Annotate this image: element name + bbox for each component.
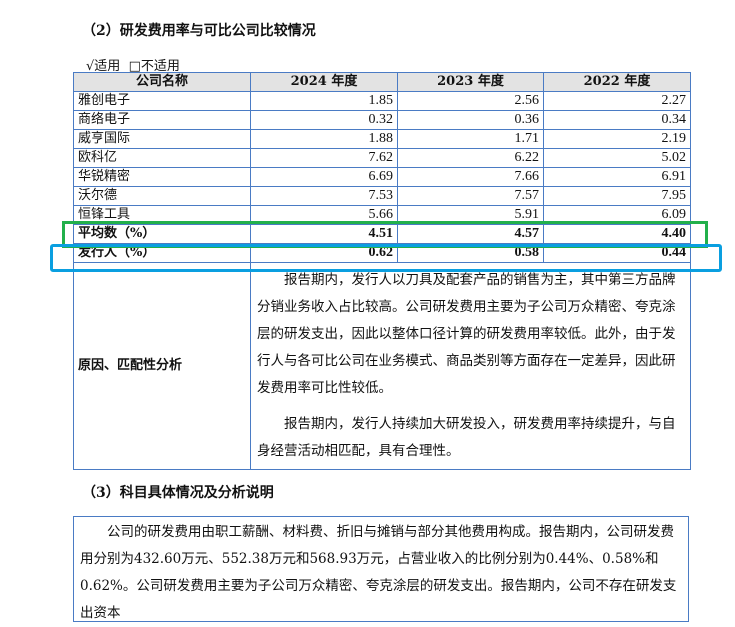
rd-rate-cell: 7.57 <box>397 186 544 206</box>
rd-rate-cell: 2.19 <box>543 129 691 149</box>
rd-rate-cell: 7.62 <box>250 148 398 168</box>
rd-rate-cell: 0.34 <box>543 110 691 130</box>
section-3-text-box: 公司的研发费用由职工薪酬、材料费、折旧与摊销与部分其他费用构成。报告期内，公司研… <box>73 516 689 622</box>
section-2-title: （2）研发费用率与可比公司比较情况 <box>82 23 316 39</box>
company-name: 商络电子 <box>73 110 251 130</box>
rd-rate-cell: 1.88 <box>250 129 398 149</box>
header-company: 公司名称 <box>73 72 251 92</box>
table-row: 商络电子 0.32 0.36 0.34 <box>73 110 691 130</box>
rd-rate-cell: 1.71 <box>397 129 544 149</box>
table-row: 威亨国际 1.88 1.71 2.19 <box>73 129 691 149</box>
rd-expense-comparison-table: 公司名称 2024 年度 2023 年度 2022 年度 雅创电子 1.85 2.5… <box>73 72 691 470</box>
rd-rate-cell: 7.66 <box>397 167 544 187</box>
section-3-paragraph: 公司的研发费用由职工薪酬、材料费、折旧与摊销与部分其他费用构成。报告期内，公司研… <box>80 524 677 621</box>
table-row: 雅创电子 1.85 2.56 2.27 <box>73 91 691 111</box>
header-2022: 2022 年度 <box>543 72 691 92</box>
analysis-paragraph-1: 报告期内，发行人以刀具及配套产品的销售为主，其中第三方品牌分销业务收入占比较高。… <box>257 272 676 396</box>
average-label: 平均数（%） <box>73 224 251 244</box>
company-name: 威亨国际 <box>73 129 251 149</box>
rd-rate-cell: 6.09 <box>543 205 691 225</box>
analysis-paragraph-2: 报告期内，发行人持续加大研发投入，研发费用率持续提升，与自身经营活动相匹配，具有… <box>257 416 676 459</box>
rd-rate-cell: 6.91 <box>543 167 691 187</box>
rd-rate-cell: 1.85 <box>250 91 398 111</box>
analysis-row: 原因、匹配性分析 报告期内，发行人以刀具及配套产品的销售为主，其中第三方品牌分销… <box>73 262 691 470</box>
header-2024: 2024 年度 <box>250 72 398 92</box>
not-applicable-option: □不适用 <box>128 59 180 74</box>
table-row: 恒锋工具 5.66 5.91 6.09 <box>73 205 691 225</box>
section-3-title: （3）科目具体情况及分析说明 <box>82 485 274 501</box>
company-name: 沃尔德 <box>73 186 251 206</box>
rd-rate-cell: 6.22 <box>397 148 544 168</box>
company-name: 恒锋工具 <box>73 205 251 225</box>
rd-rate-cell: 2.56 <box>397 91 544 111</box>
company-name: 华锐精密 <box>73 167 251 187</box>
rd-rate-cell: 0.36 <box>397 110 544 130</box>
company-name: 欧科亿 <box>73 148 251 168</box>
table-header-row: 公司名称 2024 年度 2023 年度 2022 年度 <box>73 72 691 92</box>
analysis-text: 报告期内，发行人以刀具及配套产品的销售为主，其中第三方品牌分销业务收入占比较高。… <box>250 262 691 470</box>
table-row: 沃尔德 7.53 7.57 7.95 <box>73 186 691 206</box>
rd-rate-cell: 5.02 <box>543 148 691 168</box>
header-2023: 2023 年度 <box>397 72 544 92</box>
applicable-option: √适用 <box>86 59 121 74</box>
rd-rate-cell: 0.32 <box>250 110 398 130</box>
rd-rate-cell: 7.95 <box>543 186 691 206</box>
company-name: 雅创电子 <box>73 91 251 111</box>
issuer-row-highlight <box>50 244 722 272</box>
average-row: 平均数（%） 4.51 4.57 4.40 <box>73 224 691 244</box>
rd-rate-cell: 2.27 <box>543 91 691 111</box>
table-row: 华锐精密 6.69 7.66 6.91 <box>73 167 691 187</box>
rd-rate-cell: 6.69 <box>250 167 398 187</box>
table-row: 欧科亿 7.62 6.22 5.02 <box>73 148 691 168</box>
analysis-label: 原因、匹配性分析 <box>73 262 251 470</box>
rd-rate-cell: 7.53 <box>250 186 398 206</box>
applicability-options: √适用 □不适用 <box>86 55 180 74</box>
